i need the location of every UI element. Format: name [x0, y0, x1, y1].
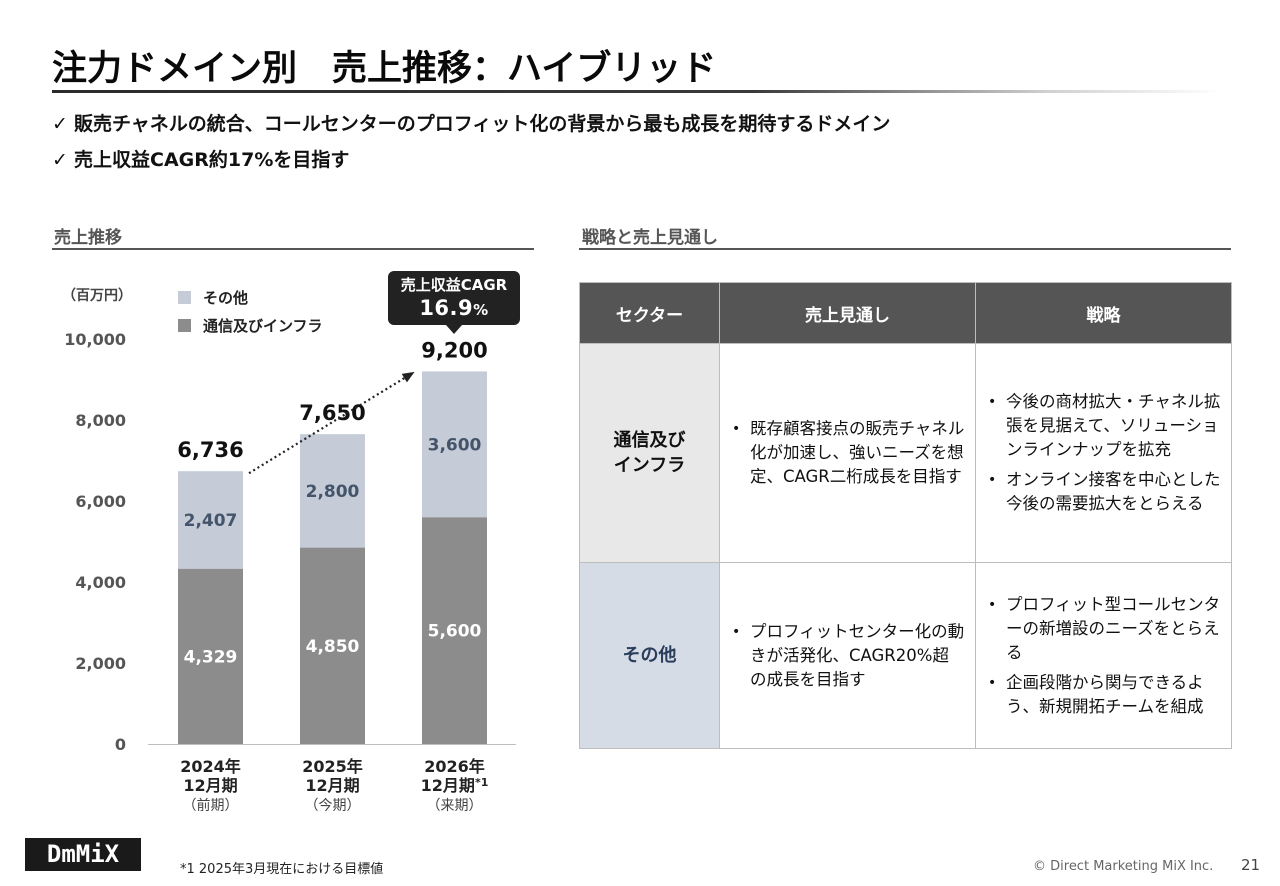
cagr-callout: 売上収益CAGR 16.9% — [388, 271, 520, 334]
total-label: 7,650 — [299, 401, 365, 425]
strategy-item: オンライン接客を中心とした今後の需要拡大をとらえる — [976, 468, 1221, 516]
data-label-infra: 4,329 — [184, 647, 238, 667]
legend-label: その他 — [203, 289, 248, 307]
bar-segment-infra — [178, 568, 243, 744]
sector-cell: その他 — [579, 562, 720, 749]
bar-segment-other — [422, 371, 487, 518]
x-category-sublabel: （今期） — [305, 798, 361, 814]
table-row: 通信及び インフラ 既存顧客接点の販売チャネル化が加速し、強いニーズを想定、CA… — [579, 343, 1232, 563]
strategy-rule — [579, 248, 1231, 250]
legend-label: 通信及びインフラ — [203, 317, 323, 335]
data-label-other: 3,600 — [428, 435, 482, 455]
x-category-label: 12月期 — [183, 776, 237, 795]
strategy-item: 企画段階から関与できるよう、新規開拓チームを組成 — [976, 671, 1221, 719]
strategy-cell: 今後の商材拡大・チャネル拡張を見据えて、ソリューションラインナップを拡充 オンラ… — [975, 343, 1232, 563]
legend-swatch — [178, 319, 191, 332]
company-logo: DmMiX — [25, 838, 141, 871]
cagr-value: 16.9% — [419, 296, 489, 320]
cagr-label: 売上収益CAGR — [400, 276, 508, 294]
data-label-other: 2,407 — [184, 511, 238, 531]
y-tick-label: 10,000 — [64, 330, 126, 349]
strategy-item: 今後の商材拡大・チャネル拡張を見据えて、ソリューションラインナップを拡充 — [976, 390, 1221, 462]
data-label-other: 2,800 — [306, 482, 360, 502]
data-label-infra: 4,850 — [306, 637, 360, 657]
trend-arrow-head — [401, 371, 415, 383]
title-underline — [52, 90, 1222, 93]
strategy-heading: 戦略と売上見通し — [582, 228, 718, 248]
col-header-strategy: 戦略 — [975, 282, 1232, 344]
key-point-2: ✓ 売上収益CAGR約17%を目指す — [52, 145, 349, 172]
footnote: *1 2025年3月現在における目標値 — [180, 862, 384, 877]
sector-name-line: インフラ — [613, 455, 686, 476]
table-row: その他 プロフィットセンター化の動きが活発化、CAGR20%超の成長を目指す プ… — [579, 562, 1232, 749]
page-title: 注力ドメイン別 売上推移：ハイブリッド — [52, 49, 717, 89]
sales-trend-heading: 売上推移 — [54, 228, 122, 248]
x-category-label: 2024年 — [180, 757, 241, 776]
outlook-item: プロフィットセンター化の動きが活発化、CAGR20%超の成長を目指す — [720, 620, 965, 692]
sector-name-line: 通信及び — [613, 430, 686, 451]
table-header-row: セクター 売上見通し 戦略 — [579, 282, 1232, 344]
key-point-2-text: 売上収益CAGR約17%を目指す — [74, 149, 350, 171]
total-label: 6,736 — [177, 438, 243, 462]
y-axis-unit-label: （百万円） — [62, 288, 132, 304]
y-tick-label: 0 — [115, 735, 126, 754]
x-category-sublabel: （来期） — [427, 798, 483, 814]
x-category-label: 12月期 — [305, 776, 359, 795]
outlook-cell: プロフィットセンター化の動きが活発化、CAGR20%超の成長を目指す — [719, 562, 976, 749]
x-category-label: 2025年 — [302, 757, 363, 776]
sales-trend-rule — [52, 248, 534, 250]
col-header-sector: セクター — [579, 282, 720, 344]
strategy-item: プロフィット型コールセンターの新増設のニーズをとらえる — [976, 593, 1221, 665]
page-number: 21 — [1241, 856, 1261, 874]
sector-name-line: その他 — [622, 645, 677, 666]
bar-segment-infra — [300, 547, 365, 744]
col-header-outlook: 売上見通し — [719, 282, 976, 344]
x-category-label: 2026年 — [424, 757, 485, 776]
data-label-infra: 5,600 — [428, 622, 482, 642]
sales-stacked-bar-chart: （百万円） 0 2,000 4,000 6,000 8,000 10,000 4,329 2,4… — [62, 288, 516, 814]
key-point-1-text: 販売チャネルの統合、コールセンターのプロフィット化の背景から最も成長を期待するド… — [74, 113, 891, 135]
total-label: 9,200 — [421, 338, 487, 362]
strategy-cell: プロフィット型コールセンターの新増設のニーズをとらえる 企画段階から関与できるよ… — [975, 562, 1232, 749]
x-category-label: 12月期*1 — [421, 776, 489, 795]
bar-segment-infra — [422, 517, 487, 744]
y-tick-label: 2,000 — [75, 654, 126, 673]
trend-arrow-line — [248, 372, 413, 475]
key-point-1: ✓ 販売チャネルの統合、コールセンターのプロフィット化の背景から最も成長を期待する… — [52, 109, 890, 136]
strategy-table: セクター 売上見通し 戦略 通信及び インフラ 既存顧客接点の販売チャネル化が加… — [579, 282, 1232, 749]
copyright: © Direct Marketing MiX Inc. — [1033, 859, 1214, 874]
y-tick-label: 8,000 — [75, 411, 126, 430]
outlook-item: 既存顧客接点の販売チャネル化が加速し、強いニーズを想定、CAGR二桁成長を目指す — [720, 417, 965, 489]
legend-swatch — [178, 291, 191, 304]
sector-cell: 通信及び インフラ — [579, 343, 720, 563]
y-tick-label: 4,000 — [75, 573, 126, 592]
check-icon: ✓ — [52, 113, 68, 135]
bar-segment-other — [178, 471, 243, 569]
cagr-unit: % — [473, 301, 489, 319]
x-category-sublabel: （前期） — [183, 797, 239, 814]
outlook-cell: 既存顧客接点の販売チャネル化が加速し、強いニーズを想定、CAGR二桁成長を目指す — [719, 343, 976, 563]
check-icon: ✓ — [52, 149, 68, 171]
y-tick-label: 6,000 — [75, 492, 126, 511]
bar-segment-other — [300, 434, 365, 548]
